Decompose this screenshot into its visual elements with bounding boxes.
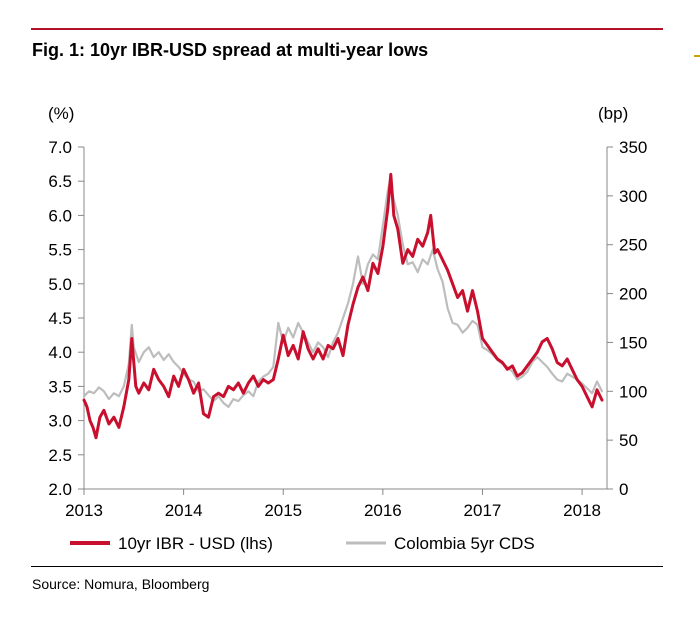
right-axis-unit: (bp) xyxy=(598,104,628,123)
chart-axes: 2.0 2.5 3.0 3.5 4.0 4.5 5.0 5.5 6.0 6.5 7.0 0 50 100 1… xyxy=(48,138,647,520)
top-rule xyxy=(31,28,663,30)
left-tick-label: 3.5 xyxy=(48,377,72,396)
left-tick-label: 5.0 xyxy=(48,275,72,294)
x-tick-label: 2018 xyxy=(563,501,601,520)
left-tick-label: 5.5 xyxy=(48,241,72,260)
x-tick-label: 2013 xyxy=(65,501,103,520)
series-line-cds xyxy=(82,175,604,408)
source-note: Source: Nomura, Bloomberg xyxy=(32,576,210,592)
right-tick-label: 0 xyxy=(619,480,628,499)
left-tick-label: 6.0 xyxy=(48,206,72,225)
figure-title: Fig. 1: 10yr IBR-USD spread at multi-yea… xyxy=(32,40,429,60)
right-tick-label: 100 xyxy=(619,382,647,401)
chart-legend: 10yr IBR - USD (lhs) Colombia 5yr CDS xyxy=(70,534,535,553)
right-tick-label: 250 xyxy=(619,236,647,255)
left-tick-label: 2.5 xyxy=(48,446,72,465)
legend-label: Colombia 5yr CDS xyxy=(394,534,535,553)
left-tick-label: 4.5 xyxy=(48,309,72,328)
x-tick-label: 2014 xyxy=(165,501,203,520)
left-axis-unit: (%) xyxy=(48,104,74,123)
right-tick-label: 300 xyxy=(619,187,647,206)
legend-label: 10yr IBR - USD (lhs) xyxy=(118,534,273,553)
right-tick-label: 150 xyxy=(619,333,647,352)
left-tick-label: 2.0 xyxy=(48,480,72,499)
left-tick-label: 4.0 xyxy=(48,343,72,362)
right-tick-label: 350 xyxy=(619,138,647,157)
series-line-ibr-usd xyxy=(82,172,604,440)
left-tick-label: 6.5 xyxy=(48,172,72,191)
bottom-rule xyxy=(31,566,663,567)
right-tick-label: 200 xyxy=(619,285,647,304)
edge-marker xyxy=(694,55,700,57)
x-tick-label: 2017 xyxy=(464,501,502,520)
left-tick-label: 7.0 xyxy=(48,138,72,157)
x-tick-label: 2015 xyxy=(264,501,302,520)
left-tick-label: 3.0 xyxy=(48,412,72,431)
right-tick-label: 50 xyxy=(619,431,638,450)
series-layer xyxy=(82,172,604,440)
x-tick-label: 2016 xyxy=(364,501,402,520)
